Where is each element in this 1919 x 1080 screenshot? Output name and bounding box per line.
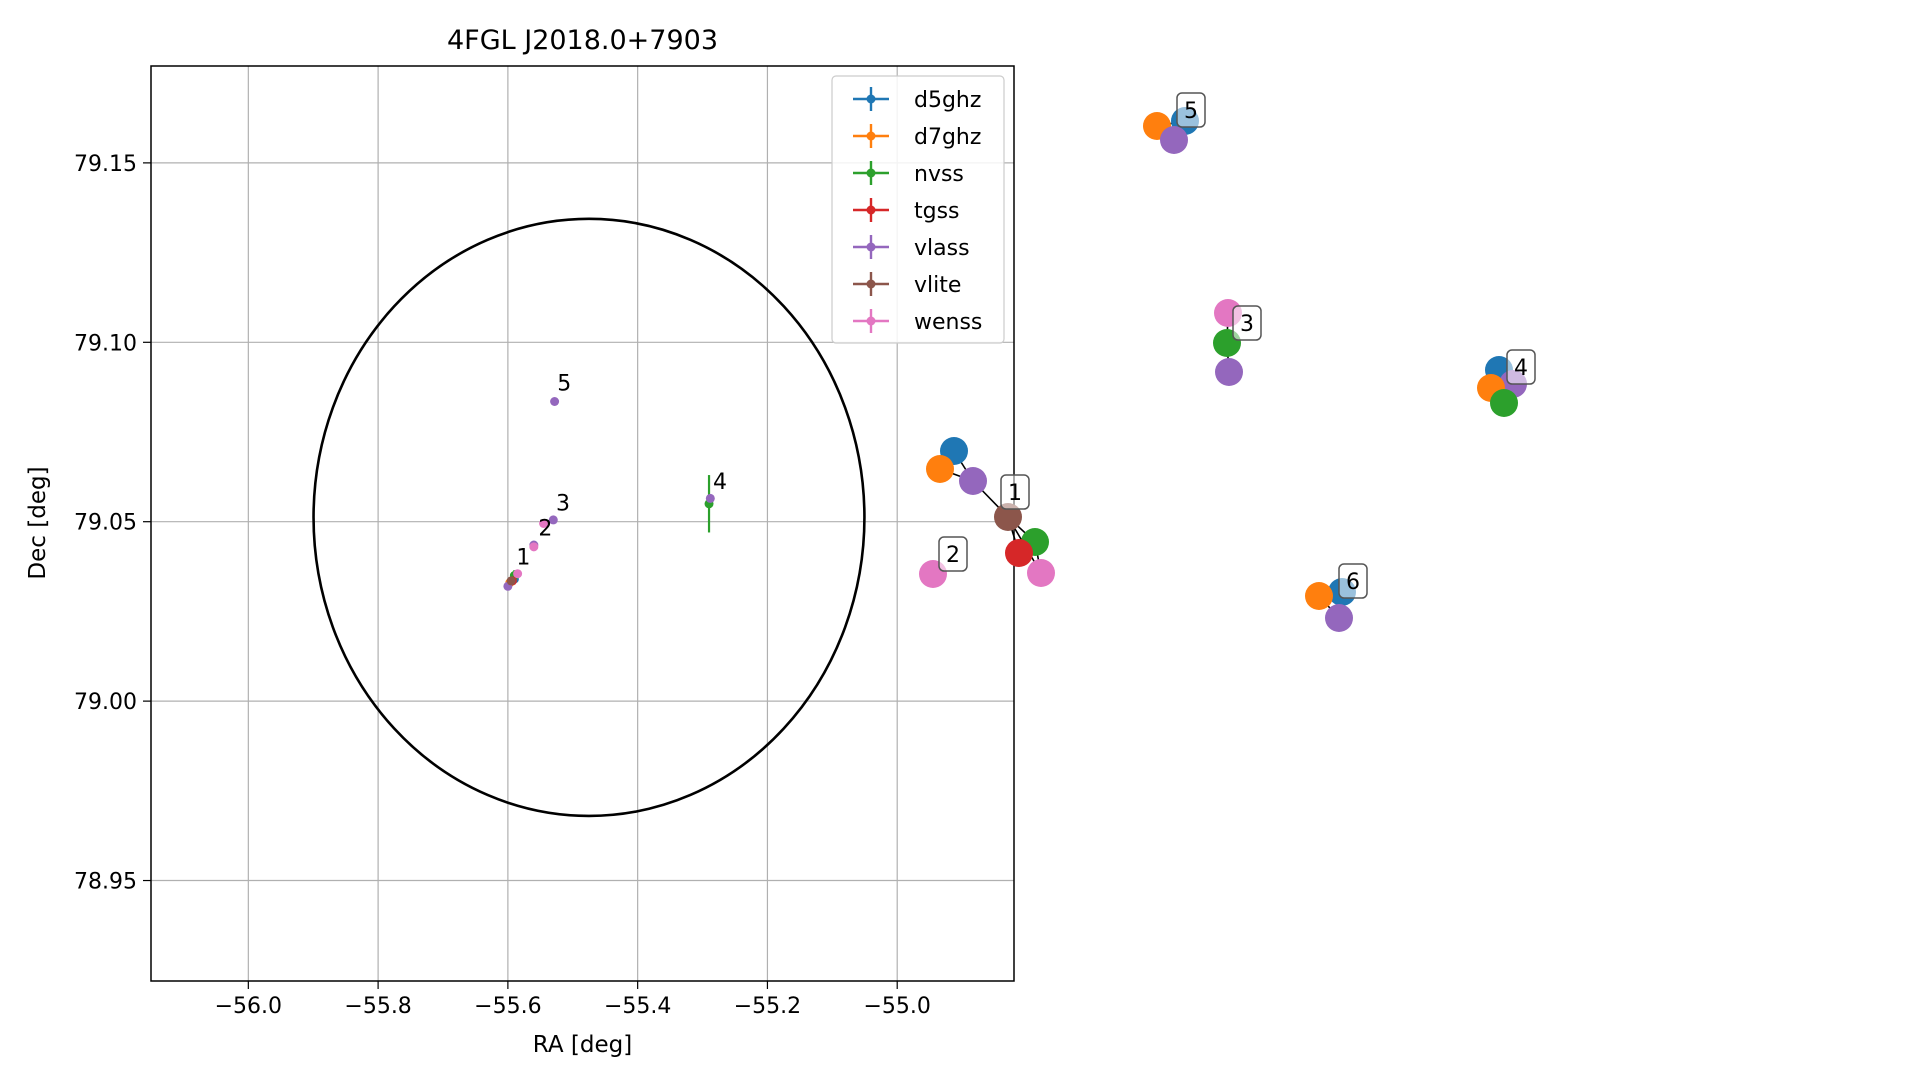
graph-node xyxy=(1305,582,1333,610)
legend-label: nvss xyxy=(914,162,964,187)
error-ellipse-layer xyxy=(312,217,866,818)
point-vlite xyxy=(506,576,516,586)
graph-label: 3 xyxy=(1232,305,1262,341)
legend-label: tgss xyxy=(914,199,960,224)
graph-label-box xyxy=(1176,92,1206,128)
legend-label: vlass xyxy=(914,236,970,261)
legend-label: wenss xyxy=(914,310,982,335)
y-axis-ticks: 78.95 79.00 79.05 79.10 79.15 xyxy=(74,152,151,895)
x-tick-label: −55.2 xyxy=(734,994,801,1019)
y-axis-label: Dec [deg] xyxy=(25,466,51,579)
legend-swatch-marker xyxy=(866,242,876,252)
legend: d5ghz d7ghz nvss tgss vlass vlite wenss xyxy=(831,75,1005,344)
annotations: 123 4 5 xyxy=(516,371,727,570)
graph-node xyxy=(1027,559,1055,587)
x-tick-label: −55.6 xyxy=(474,994,541,1019)
graph-node xyxy=(1005,539,1033,567)
graph-label-text: 2 xyxy=(946,543,960,568)
y-tick-label: 79.05 xyxy=(74,511,137,536)
legend-item-d5ghz: d5ghz xyxy=(853,87,981,113)
x-axis-ticks: −56.0 −55.8 −55.6 −55.4 −55.2 −55.0 xyxy=(215,981,931,1019)
graph-node xyxy=(1325,604,1353,632)
graph-label: 4 xyxy=(1506,349,1536,385)
graph-node xyxy=(959,467,987,495)
legend-swatch-marker xyxy=(866,168,876,178)
graph-label-text: 6 xyxy=(1346,570,1360,595)
y-tick-label: 79.00 xyxy=(74,690,137,715)
graph-label: 6 xyxy=(1338,563,1368,599)
legend-item-tgss: tgss xyxy=(853,198,960,224)
source-number-label: 2 xyxy=(538,517,552,542)
x-tick-label: −55.0 xyxy=(863,994,930,1019)
legend-item-vlite: vlite xyxy=(853,272,961,298)
graph-label: 1 xyxy=(1000,474,1030,510)
plot-title: 4FGL J2018.0+7903 xyxy=(447,25,718,56)
legend-label: d5ghz xyxy=(914,88,981,113)
legend-swatch-marker xyxy=(866,205,876,215)
point-vlass xyxy=(705,493,715,503)
graph-labels: 1 2 3 4 5 6 xyxy=(938,92,1536,599)
graph-label-text: 3 xyxy=(1240,312,1254,337)
y-tick-label: 79.10 xyxy=(74,331,137,356)
y-tick-label: 78.95 xyxy=(74,870,137,895)
legend-swatch-marker xyxy=(866,316,876,326)
graph-label: 2 xyxy=(938,536,968,572)
source-number-label: 5 xyxy=(557,371,571,396)
graph-label-text: 1 xyxy=(1008,481,1022,506)
legend-label: vlite xyxy=(914,273,961,298)
graph-node xyxy=(1215,358,1243,386)
legend-swatch-marker xyxy=(866,131,876,141)
legend-item-vlass: vlass xyxy=(853,235,970,261)
point-vlass xyxy=(548,515,558,525)
legend-swatch-marker xyxy=(866,279,876,289)
x-tick-label: −55.4 xyxy=(604,994,671,1019)
legend-swatch-marker xyxy=(866,94,876,104)
graph-label-box xyxy=(1338,563,1368,599)
graph-label-box xyxy=(1000,474,1030,510)
source-number-label: 4 xyxy=(713,470,727,495)
x-tick-label: −56.0 xyxy=(215,994,282,1019)
legend-label: d7ghz xyxy=(914,125,981,150)
graph-label-text: 5 xyxy=(1184,99,1198,124)
graph-label-box xyxy=(1506,349,1536,385)
legend-frame xyxy=(831,75,1005,344)
data-points xyxy=(503,397,715,591)
x-tick-label: −55.8 xyxy=(344,994,411,1019)
graph-node xyxy=(926,455,954,483)
graph-label-box xyxy=(938,536,968,572)
legend-item-wenss: wenss xyxy=(853,309,982,335)
graph-label: 5 xyxy=(1176,92,1206,128)
point-vlass xyxy=(550,397,560,406)
error-ellipse xyxy=(312,217,866,818)
point-wenss xyxy=(539,519,549,528)
point-wenss xyxy=(529,542,539,552)
legend-entries: d5ghz d7ghz nvss tgss vlass vlite wenss xyxy=(853,87,982,335)
legend-item-d7ghz: d7ghz xyxy=(853,124,981,150)
graph-label-box xyxy=(1232,305,1262,341)
match-graph: 1 2 3 4 5 6 xyxy=(919,92,1536,632)
y-tick-label: 79.15 xyxy=(74,152,137,177)
source-number-label: 3 xyxy=(556,492,570,517)
graph-node xyxy=(994,503,1022,531)
source-number-label: 1 xyxy=(516,545,530,570)
point-wenss xyxy=(513,569,523,579)
graph-label-text: 4 xyxy=(1514,356,1528,381)
graph-node xyxy=(1490,389,1518,417)
graph-node xyxy=(1160,126,1188,154)
legend-item-nvss: nvss xyxy=(853,161,964,187)
x-axis-label: RA [deg] xyxy=(533,1032,632,1058)
